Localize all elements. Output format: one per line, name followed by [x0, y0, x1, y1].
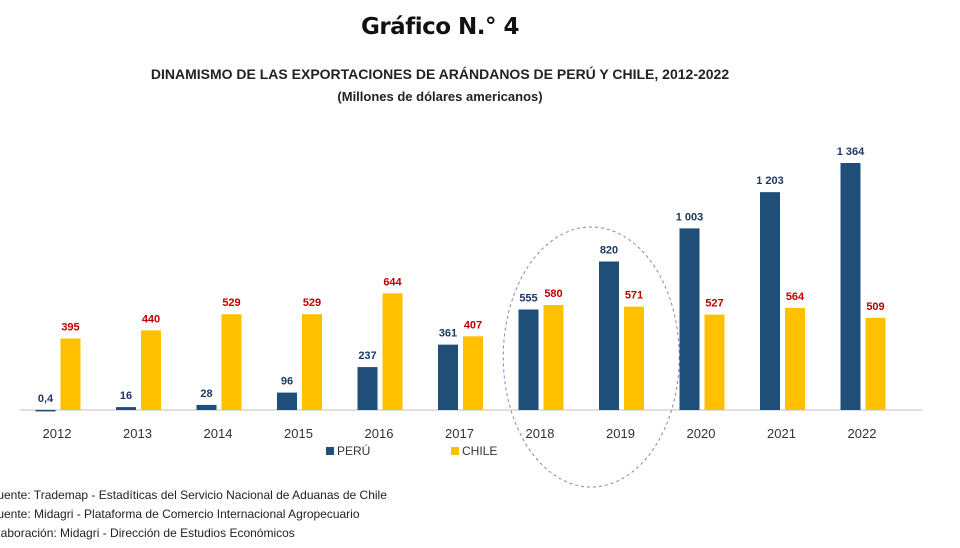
bar-chile — [463, 336, 483, 410]
bar-chile — [60, 338, 81, 410]
data-label-chile: 527 — [705, 298, 723, 310]
data-label-peru: 820 — [600, 245, 618, 257]
bar-chile — [785, 307, 805, 410]
x-tick-label: 2020 — [687, 426, 716, 441]
source-line: Elaboración: Midagri - Dirección de Estu… — [0, 526, 295, 540]
data-label-chile: 509 — [866, 301, 884, 313]
bar-chile — [221, 314, 242, 410]
legend-label-peru: PERÚ — [337, 443, 370, 458]
data-label-peru: 1 203 — [756, 175, 784, 187]
data-label-chile: 529 — [303, 297, 321, 309]
x-tick-label: 2016 — [365, 426, 394, 441]
x-tick-label: 2017 — [445, 426, 474, 441]
source-line: Fuente: Trademap - Estadíticas del Servi… — [0, 488, 387, 502]
bar-peru — [196, 404, 217, 410]
figure-number: Gráfico N.° 4 — [360, 14, 520, 40]
chart-title: DINAMISMO DE LAS EXPORTACIONES DE ARÁNDA… — [150, 66, 730, 82]
bar-peru — [679, 228, 700, 410]
data-label-peru: 555 — [519, 292, 537, 304]
data-label-peru: 361 — [439, 328, 457, 340]
bar-peru — [760, 192, 780, 410]
highlight-ellipse — [502, 226, 680, 488]
source-line: Fuente: Midagri - Plataforma de Comercio… — [0, 507, 360, 521]
x-tick-label: 2018 — [526, 426, 555, 441]
data-label-chile: 580 — [544, 288, 562, 300]
data-label-peru: 28 — [200, 388, 212, 400]
data-label-chile: 395 — [61, 321, 79, 333]
bar-peru — [116, 407, 136, 410]
x-tick-label: 2021 — [767, 426, 796, 441]
bar-chile — [624, 306, 644, 410]
x-tick-label: 2019 — [606, 426, 635, 441]
bar-peru — [599, 261, 619, 410]
data-label-chile: 564 — [786, 291, 805, 303]
data-label-peru: 1 003 — [676, 211, 704, 223]
legend-label-chile: CHILE — [462, 444, 497, 458]
data-label-peru: 237 — [358, 350, 376, 362]
bar-chile — [704, 314, 725, 410]
x-tick-label: 2013 — [123, 426, 152, 441]
data-label-chile: 644 — [383, 276, 402, 288]
data-label-chile: 571 — [625, 290, 643, 302]
sources-block: Fuente: Trademap - Estadíticas del Servi… — [0, 486, 387, 543]
x-tick-label: 2014 — [204, 426, 233, 441]
data-label-peru: 16 — [120, 390, 132, 402]
bar-chile — [865, 317, 886, 410]
bar-chile — [302, 314, 322, 410]
data-label-chile: 440 — [142, 313, 160, 325]
x-tick-label: 2012 — [43, 426, 72, 441]
bar-peru — [438, 344, 458, 410]
chart-subtitle: (Millones de dólares americanos) — [337, 89, 543, 104]
data-label-peru: 0,4 — [38, 393, 54, 405]
bar-peru — [840, 163, 861, 410]
data-label-peru: 1 364 — [837, 146, 865, 158]
data-label-chile: 407 — [464, 319, 482, 331]
data-label-chile: 529 — [222, 297, 240, 309]
bar-peru — [518, 309, 539, 410]
x-tick-label: 2015 — [284, 426, 313, 441]
bar-peru — [277, 392, 297, 410]
bar-chile — [141, 330, 161, 410]
bar-peru — [357, 367, 378, 410]
bar-chile — [382, 293, 403, 410]
x-tick-label: 2022 — [848, 426, 877, 441]
data-label-peru: 96 — [281, 376, 293, 388]
bar-peru — [35, 409, 56, 412]
legend-swatch-chile — [451, 447, 459, 455]
bar-chile — [543, 304, 564, 410]
legend-swatch-peru — [326, 447, 334, 455]
